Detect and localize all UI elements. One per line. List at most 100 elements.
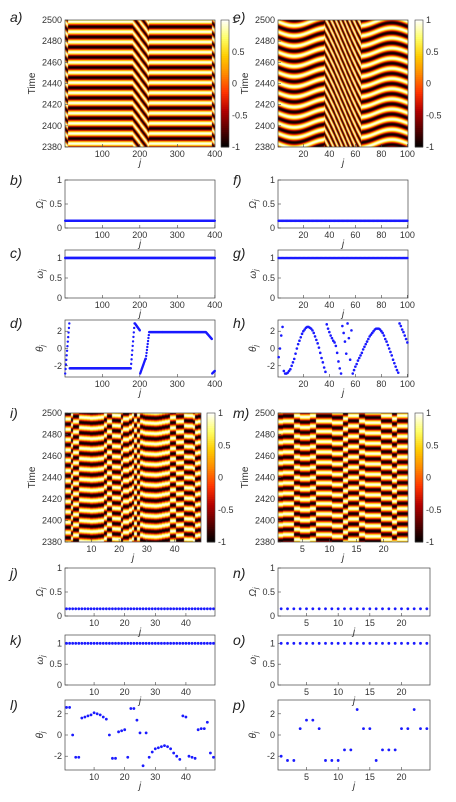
data-point (330, 641, 334, 645)
x-tick-label: 20 (120, 618, 130, 628)
colorbar-swatch (207, 496, 215, 500)
y-tick-label: -2 (54, 361, 62, 371)
data-point (169, 607, 173, 611)
y-axis-label: Ωj (35, 199, 47, 209)
colorbar-swatch (221, 45, 229, 49)
data-point (104, 607, 108, 611)
y-axis-label: θj (35, 731, 47, 738)
data-point (187, 754, 191, 758)
data-point (130, 358, 133, 361)
data-point (132, 331, 136, 334)
data-point (412, 708, 416, 711)
colorbar-swatch (415, 458, 423, 461)
data-point (141, 764, 145, 768)
colorbar-swatch (415, 524, 423, 528)
data-point (363, 345, 366, 349)
y-axis-symbol-sub: j (253, 731, 260, 734)
data-point (357, 356, 361, 360)
x-tick-label: 5 (304, 618, 309, 628)
y-axis-label: θj (248, 731, 260, 738)
x-tick-label: 10 (89, 687, 99, 697)
data-point (322, 366, 326, 369)
colorbar-swatch (415, 496, 423, 500)
colorbar-swatch (415, 132, 423, 135)
colorbar-swatch (415, 483, 423, 487)
data-point (150, 750, 154, 754)
colorbar-swatch (221, 68, 229, 72)
y-tick-label: 2460 (255, 57, 275, 67)
data-point (144, 607, 148, 611)
x-tick-label: 40 (170, 544, 180, 554)
colorbar-swatch (207, 434, 215, 438)
y-axis-symbol: θj (35, 345, 47, 352)
data-point (98, 641, 102, 645)
data-point (296, 342, 300, 346)
data-point (412, 607, 416, 611)
y-axis-symbol-sub: j (40, 199, 47, 202)
x-tick-label: 40 (324, 149, 334, 159)
colorbar-swatch (415, 481, 423, 485)
data-point (374, 641, 378, 645)
panel-label-o: o) (233, 632, 245, 648)
colorbar-swatch (415, 138, 423, 142)
data-point (347, 336, 351, 340)
data-point (277, 355, 280, 359)
colorbar-swatch (415, 514, 423, 517)
colorbar-swatch (415, 20, 423, 23)
panel-label-e: e) (233, 9, 245, 25)
colorbar-swatch (415, 432, 423, 435)
x-axis-label: j (137, 239, 142, 250)
data-point (166, 745, 169, 749)
colorbar-swatch (221, 60, 229, 63)
data-point (298, 641, 302, 645)
data-point (381, 331, 384, 335)
y-axis-symbol: θj (248, 731, 260, 738)
data-point (144, 731, 148, 735)
colorbar-swatch (415, 421, 423, 425)
data-point (368, 607, 372, 611)
colorbar-swatch (415, 49, 423, 53)
x-axis-label: j (340, 553, 345, 564)
data-point (365, 340, 369, 343)
x-tick-label: 100 (400, 149, 415, 159)
data-point (364, 342, 368, 346)
colorbar-swatch (415, 66, 423, 70)
panel-label-d: d) (10, 315, 22, 331)
colorbar-swatch (221, 30, 229, 34)
colorbar-swatch (207, 460, 215, 463)
data-point (132, 607, 136, 611)
y-tick-label: 2420 (42, 494, 62, 504)
colorbar-swatch (221, 125, 229, 129)
plot-frame (64, 634, 216, 686)
x-tick-label: 10 (324, 544, 334, 554)
data-point (74, 607, 78, 611)
data-point (325, 323, 329, 326)
x-tick-label: 10 (89, 618, 99, 628)
y-axis-symbol-sub: j (40, 269, 47, 272)
data-point (425, 727, 429, 731)
data-point (184, 641, 188, 645)
x-axis-label: j (351, 696, 356, 707)
data-point (400, 328, 404, 331)
data-point (406, 219, 409, 223)
colorbar-swatch (415, 142, 423, 146)
y-tick-label: 2380 (255, 142, 275, 152)
colorbar-tick-label: -0.5 (426, 110, 442, 120)
x-tick-label: 300 (170, 379, 185, 389)
data-point (172, 751, 176, 755)
colorbar-swatch (207, 524, 215, 528)
y-tick-label: 1 (57, 175, 62, 185)
data-point (381, 607, 384, 611)
colorbar-swatch (415, 96, 423, 99)
data-point (343, 340, 347, 343)
data-point (146, 342, 149, 346)
colorbar-tick-label: 1 (426, 15, 431, 25)
data-point (169, 747, 173, 751)
y-tick-label: 2480 (255, 36, 275, 46)
colorbar-swatch (221, 94, 229, 97)
colorbar-swatch (221, 62, 229, 65)
data-point (114, 641, 117, 645)
colorbar-swatch (221, 72, 229, 76)
y-tick-label: 0.5 (49, 273, 62, 283)
